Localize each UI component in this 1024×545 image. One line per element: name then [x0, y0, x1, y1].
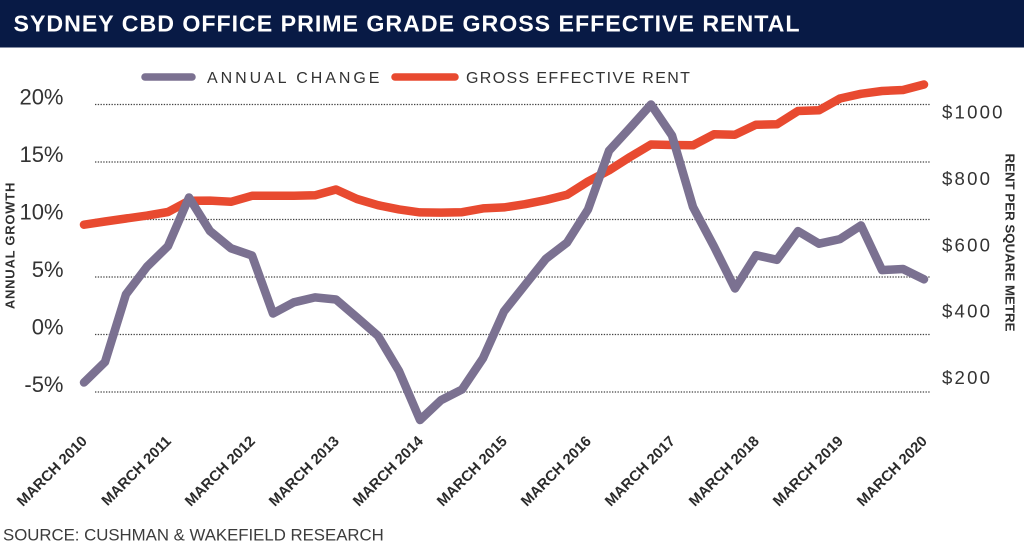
svg-text:RENT PER SQUARE METRE: RENT PER SQUARE METRE [1003, 153, 1018, 331]
svg-text:MARCH 2012: MARCH 2012 [182, 434, 258, 510]
svg-text:GROSS EFFECTIVE RENT: GROSS EFFECTIVE RENT [466, 70, 691, 87]
svg-text:MARCH 2014: MARCH 2014 [350, 433, 427, 510]
svg-text:MARCH 2017: MARCH 2017 [602, 434, 678, 510]
svg-text:SYDNEY CBD OFFICE PRIME GRADE: SYDNEY CBD OFFICE PRIME GRADE GROSS EFFE… [14, 11, 801, 37]
svg-text:$400: $400 [942, 301, 992, 322]
svg-text:ANNUAL CHANGE: ANNUAL CHANGE [207, 70, 382, 87]
svg-text:0%: 0% [32, 315, 64, 340]
svg-text:15%: 15% [19, 142, 63, 167]
svg-text:10%: 10% [19, 200, 63, 225]
svg-text:$600: $600 [942, 234, 992, 255]
svg-text:5%: 5% [32, 257, 64, 282]
svg-text:-5%: -5% [24, 372, 63, 397]
svg-text:MARCH 2020: MARCH 2020 [854, 434, 930, 510]
svg-text:SOURCE: CUSHMAN & WAKEFIELD RE: SOURCE: CUSHMAN & WAKEFIELD RESEARCH [3, 526, 384, 545]
svg-text:MARCH 2019: MARCH 2019 [770, 434, 846, 510]
svg-text:ANNUAL GROWTH: ANNUAL GROWTH [3, 182, 18, 309]
svg-text:$200: $200 [942, 367, 992, 388]
svg-text:MARCH 2010: MARCH 2010 [14, 434, 90, 510]
svg-text:MARCH 2011: MARCH 2011 [99, 434, 175, 510]
svg-text:MARCH 2013: MARCH 2013 [266, 434, 342, 510]
svg-text:MARCH 2016: MARCH 2016 [518, 434, 594, 510]
svg-text:MARCH 2015: MARCH 2015 [434, 434, 510, 510]
svg-text:MARCH 2018: MARCH 2018 [686, 434, 762, 510]
svg-text:20%: 20% [19, 85, 63, 110]
svg-text:$1000: $1000 [942, 102, 1005, 123]
svg-text:$800: $800 [942, 168, 992, 189]
